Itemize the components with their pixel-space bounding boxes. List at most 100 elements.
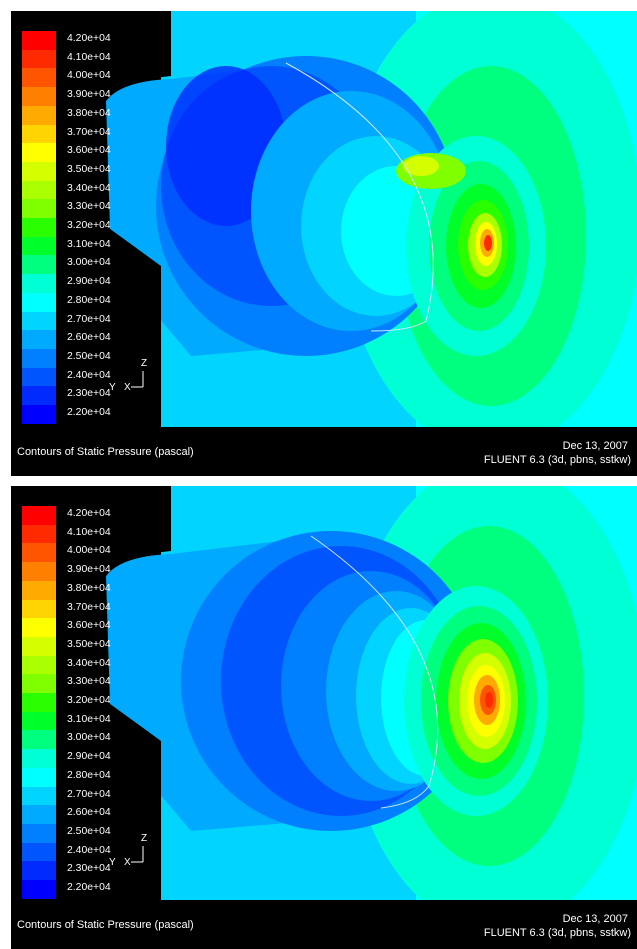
legend-swatch — [22, 330, 56, 350]
legend-swatch — [22, 255, 56, 275]
legend-swatch — [22, 599, 56, 619]
legend-level-label: 3.30e+04 — [67, 676, 111, 688]
legend-swatch — [22, 105, 56, 125]
legend-level-label: 4.00e+04 — [67, 70, 111, 82]
legend-swatch — [22, 143, 56, 163]
legend-level-label: 2.60e+04 — [67, 332, 111, 344]
caption-title: Contours of Static Pressure (pascal) — [17, 446, 194, 458]
legend-swatch — [22, 730, 56, 750]
legend-swatch — [22, 386, 56, 406]
axis-y-label: Y — [109, 382, 116, 393]
legend-level-label: 2.50e+04 — [67, 350, 111, 362]
caption-version: FLUENT 6.3 (3d, pbns, sstkw) — [483, 454, 631, 466]
legend-swatch — [22, 543, 56, 563]
legend-swatch — [22, 311, 56, 331]
legend-level-label: 3.40e+04 — [67, 182, 111, 194]
legend-level-label: 3.80e+04 — [67, 107, 111, 119]
caption-date: Dec 13, 2007 — [562, 440, 628, 452]
legend-level-label: 3.10e+04 — [67, 238, 111, 250]
axis-x-label: X — [124, 857, 131, 868]
legend-level-label: 2.80e+04 — [67, 769, 111, 781]
caption-title: Contours of Static Pressure (pascal) — [17, 919, 194, 931]
legend-level-label: 3.60e+04 — [67, 145, 111, 157]
legend-swatch — [22, 674, 56, 694]
legend-swatch — [22, 580, 56, 600]
legend-level-label: 3.90e+04 — [67, 564, 111, 576]
legend-level-label: 2.90e+04 — [67, 276, 111, 288]
legend-level-label: 2.60e+04 — [67, 807, 111, 819]
legend-swatch — [22, 767, 56, 787]
caption-version: FLUENT 6.3 (3d, pbns, sstkw) — [483, 927, 631, 939]
contour-plot-bottom: 4.20e+04 4.10e+04 4.00e+04 3.90e+04 3.80e+04… — [11, 486, 637, 900]
legend-level-label: 3.20e+04 — [67, 695, 111, 706]
legend-swatch — [22, 405, 56, 424]
legend-swatch — [22, 161, 56, 181]
legend-level-label: 4.20e+04 — [67, 33, 111, 44]
legend-swatch — [22, 636, 56, 656]
legend-level-label: 2.20e+04 — [67, 882, 111, 893]
legend-level-label: 3.50e+04 — [67, 163, 111, 175]
caption-bar-top: Contours of Static Pressure (pascal) Dec… — [11, 427, 637, 476]
axis-y-label: Y — [109, 857, 116, 868]
caption-date: Dec 13, 2007 — [562, 913, 628, 925]
legend-swatch — [22, 711, 56, 731]
legend-level-label: 3.40e+04 — [67, 657, 111, 669]
legend-swatch — [22, 823, 56, 843]
legend-swatch — [22, 236, 56, 256]
legend-swatch — [22, 506, 56, 525]
legend-level-label: 3.10e+04 — [67, 713, 111, 725]
legend-level-label: 2.30e+04 — [67, 863, 111, 875]
legend-level-label: 4.20e+04 — [67, 508, 111, 519]
axis-z-label: Z — [141, 833, 148, 844]
legend-swatch — [22, 367, 56, 387]
legend-level-label: 2.80e+04 — [67, 294, 111, 306]
legend-level-label: 2.40e+04 — [67, 844, 111, 856]
legend-swatch — [22, 562, 56, 582]
legend-level-label: 3.00e+04 — [67, 732, 111, 744]
legend-swatch — [22, 218, 56, 237]
legend-level-label: 2.70e+04 — [67, 313, 111, 325]
legend-swatch — [22, 31, 56, 50]
legend-swatch — [22, 861, 56, 881]
legend-swatch — [22, 618, 56, 638]
legend-swatch — [22, 786, 56, 806]
legend-swatch — [22, 348, 56, 368]
legend-swatch — [22, 749, 56, 769]
legend-level-label: 3.70e+04 — [67, 126, 111, 138]
legend-swatch — [22, 87, 56, 107]
legend-swatch — [22, 655, 56, 675]
axis-triad-icon — [131, 371, 144, 388]
legend-swatch — [22, 842, 56, 862]
legend-swatch — [22, 292, 56, 312]
legend-level-label: 2.90e+04 — [67, 751, 111, 763]
legend-level-label: 4.10e+04 — [67, 51, 111, 63]
legend-level-label: 2.70e+04 — [67, 788, 111, 800]
legend-swatch — [22, 805, 56, 825]
legend-level-label: 3.00e+04 — [67, 257, 111, 269]
legend-swatch — [22, 180, 56, 200]
caption-bar-bottom: Contours of Static Pressure (pascal) Dec… — [11, 900, 637, 949]
axis-triad-icon — [131, 846, 144, 863]
legend-swatch — [22, 124, 56, 144]
legend-level-label: 4.00e+04 — [67, 545, 111, 557]
legend-swatch — [22, 49, 56, 69]
legend-level-label: 3.80e+04 — [67, 582, 111, 594]
legend-level-label: 2.20e+04 — [67, 407, 111, 418]
legend-level-label: 2.40e+04 — [67, 369, 111, 381]
legend-level-label: 3.90e+04 — [67, 89, 111, 101]
legend-swatch — [22, 274, 56, 294]
legend-level-label: 3.50e+04 — [67, 638, 111, 650]
legend-level-label: 3.60e+04 — [67, 620, 111, 632]
legend-level-label: 3.30e+04 — [67, 201, 111, 213]
pressure-contour-field-top — [11, 11, 637, 427]
legend-swatch — [22, 524, 56, 544]
pressure-contour-field-bottom — [11, 486, 637, 900]
legend-swatch — [22, 693, 56, 712]
legend-level-label: 2.50e+04 — [67, 825, 111, 837]
axis-z-label: Z — [141, 358, 148, 369]
legend-swatch — [22, 68, 56, 88]
legend-swatch — [22, 880, 56, 899]
legend-level-label: 3.20e+04 — [67, 220, 111, 231]
legend-level-label: 3.70e+04 — [67, 601, 111, 613]
axis-x-label: X — [124, 382, 131, 393]
